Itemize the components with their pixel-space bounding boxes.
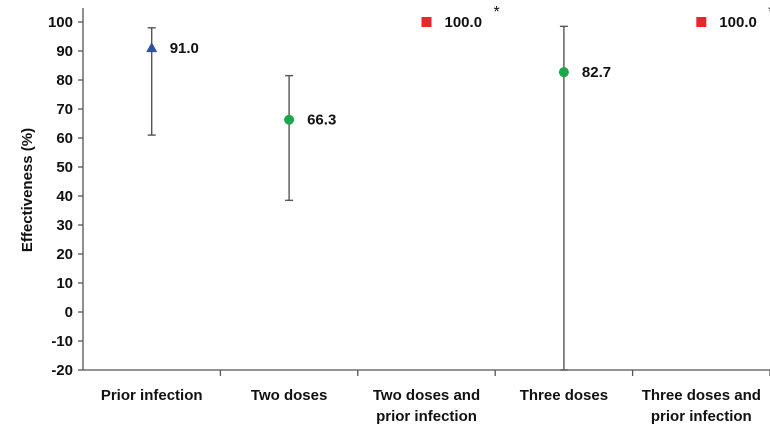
data-label: 91.0 xyxy=(170,40,199,57)
data-point-triangle xyxy=(146,42,158,53)
y-tick-label: 60 xyxy=(56,130,73,147)
x-category-label: Two doses xyxy=(251,387,327,404)
data-point-square xyxy=(421,17,432,27)
data-series: 91.0 66.3 100.0 * 82.7 100.0 * xyxy=(146,4,770,371)
data-label: 66.3 xyxy=(307,112,336,129)
x-category-label: prior infection xyxy=(376,408,477,425)
asterisk-note: * xyxy=(494,4,500,21)
data-label: 100.0 xyxy=(719,14,757,31)
x-category-label: prior infection xyxy=(651,408,752,425)
y-tick-label: 40 xyxy=(56,188,73,205)
y-tick-label: 0 xyxy=(65,304,73,321)
data-point-circle xyxy=(558,67,569,78)
y-tick-label: 90 xyxy=(56,43,73,60)
asterisk-note: * xyxy=(768,4,770,21)
y-tick-label: 50 xyxy=(56,159,73,176)
x-axis: Prior infection Two doses Two doses and pri… xyxy=(83,369,770,425)
data-point-square xyxy=(696,17,707,27)
y-tick-label: -20 xyxy=(51,362,73,379)
y-tick-label: 80 xyxy=(56,72,73,89)
y-tick-label: 30 xyxy=(56,217,73,234)
data-label: 100.0 xyxy=(445,14,483,31)
y-tick-label: 10 xyxy=(56,275,73,292)
x-category-label: Three doses and xyxy=(642,387,761,404)
y-tick-label: -10 xyxy=(51,333,73,350)
x-category-label: Two doses and xyxy=(373,387,480,404)
data-point-circle xyxy=(284,114,295,125)
y-tick-label: 100 xyxy=(48,14,73,31)
y-axis-title: Effectiveness (%) xyxy=(19,128,36,252)
data-label: 82.7 xyxy=(582,64,611,81)
y-tick-label: 20 xyxy=(56,246,73,263)
y-tick-label: 70 xyxy=(56,101,73,118)
x-category-label: Three doses xyxy=(520,387,608,404)
x-category-label: Prior infection xyxy=(101,387,203,404)
